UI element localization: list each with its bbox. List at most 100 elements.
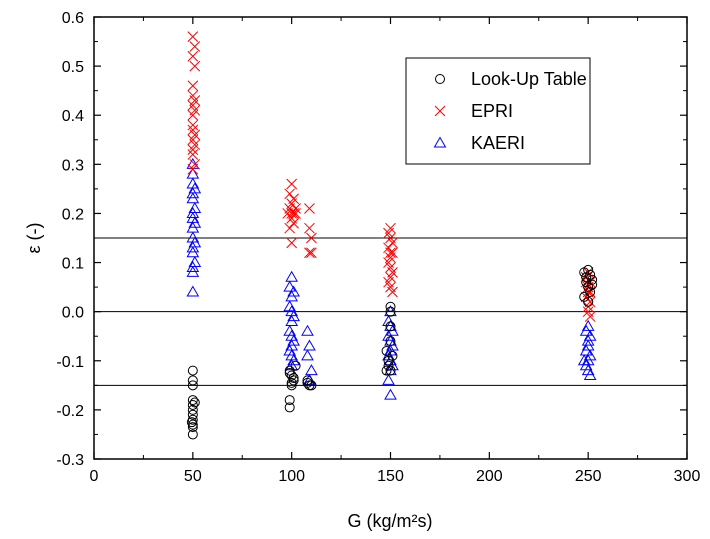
data-point bbox=[285, 359, 299, 371]
data-point bbox=[189, 397, 200, 408]
data-point bbox=[286, 377, 297, 388]
data-point bbox=[186, 260, 200, 272]
data-point bbox=[285, 314, 299, 326]
data-point bbox=[581, 334, 595, 346]
data-point bbox=[287, 310, 301, 322]
data-point bbox=[580, 291, 592, 303]
data-point bbox=[187, 422, 198, 433]
data-point bbox=[186, 241, 200, 253]
data-point bbox=[583, 369, 597, 381]
data-point bbox=[189, 41, 201, 52]
data-point bbox=[287, 334, 301, 346]
data-point bbox=[282, 208, 294, 219]
data-point bbox=[187, 119, 199, 131]
data-point bbox=[385, 365, 396, 376]
data-point bbox=[286, 178, 298, 190]
data-point bbox=[301, 349, 314, 361]
y-tick-label: 0.2 bbox=[62, 206, 84, 223]
data-point bbox=[304, 222, 315, 234]
x-tick-label: 250 bbox=[575, 468, 602, 485]
data-point bbox=[385, 306, 396, 317]
data-point bbox=[287, 285, 301, 297]
data-point bbox=[188, 236, 202, 248]
data-point bbox=[187, 50, 199, 62]
data-point bbox=[579, 291, 590, 302]
data-point bbox=[290, 203, 301, 214]
data-point bbox=[303, 339, 316, 351]
y-tick-label: -0.2 bbox=[56, 403, 84, 420]
data-point bbox=[581, 339, 595, 351]
data-point bbox=[187, 80, 199, 92]
data-point bbox=[186, 192, 200, 204]
data-point bbox=[285, 290, 299, 302]
data-point bbox=[387, 350, 398, 361]
data-point bbox=[306, 247, 317, 259]
data-point bbox=[305, 364, 318, 376]
data-point bbox=[187, 144, 199, 155]
data-point bbox=[585, 287, 596, 298]
data-point bbox=[301, 324, 314, 336]
x-tick-label: 100 bbox=[278, 468, 305, 485]
y-tick-label: 0.3 bbox=[62, 157, 84, 174]
data-point bbox=[285, 270, 299, 282]
data-point bbox=[583, 329, 597, 341]
data-point bbox=[290, 208, 301, 219]
data-point bbox=[385, 247, 396, 259]
data-point bbox=[387, 237, 398, 249]
data-point bbox=[284, 395, 295, 406]
x-tick-label: 300 bbox=[674, 468, 701, 485]
data-point bbox=[187, 404, 198, 415]
data-point bbox=[188, 216, 202, 228]
y-tick-label: 0.6 bbox=[62, 10, 84, 27]
data-point bbox=[187, 365, 198, 376]
data-point bbox=[187, 380, 198, 391]
data-point bbox=[587, 279, 598, 290]
x-tick-label: 50 bbox=[184, 468, 202, 485]
data-point bbox=[284, 222, 296, 234]
x-tick-label: 200 bbox=[476, 468, 503, 485]
y-tick-label: -0.3 bbox=[56, 452, 84, 469]
data-point bbox=[381, 365, 392, 376]
legend-label: EPRI bbox=[471, 101, 513, 121]
legend-marker bbox=[434, 105, 446, 117]
x-axis-label: G (kg/m²s) bbox=[348, 511, 433, 531]
data-point bbox=[302, 377, 313, 388]
data-point bbox=[189, 60, 201, 72]
data-point bbox=[381, 345, 392, 356]
x-tick-label: 150 bbox=[377, 468, 404, 485]
data-point bbox=[186, 285, 200, 297]
data-point bbox=[187, 429, 198, 440]
data-point bbox=[186, 417, 197, 428]
data-point bbox=[286, 237, 298, 249]
data-point bbox=[304, 247, 315, 259]
data-point bbox=[186, 206, 200, 218]
data-point bbox=[186, 187, 200, 199]
data-point bbox=[577, 354, 591, 366]
data-point bbox=[187, 395, 198, 406]
data-point bbox=[581, 364, 595, 376]
legend-label: Look-Up Table bbox=[471, 69, 587, 89]
data-points bbox=[186, 31, 598, 440]
data-point bbox=[288, 217, 299, 229]
data-point bbox=[283, 300, 297, 312]
data-point bbox=[187, 375, 198, 386]
legend-label: KAERI bbox=[471, 133, 525, 153]
data-point bbox=[286, 208, 298, 219]
data-point bbox=[579, 344, 593, 356]
data-point bbox=[584, 311, 596, 322]
data-point bbox=[288, 372, 299, 383]
data-point bbox=[284, 188, 296, 200]
data-point bbox=[387, 286, 398, 298]
data-point bbox=[283, 324, 297, 336]
data-point bbox=[188, 256, 202, 268]
data-point bbox=[188, 202, 202, 214]
y-axis-label: ε (-) bbox=[24, 222, 44, 253]
axis-tick-labels: 0 50 100 150 200 250 300 -0.3 -0.2 -0.1 0.0 0.1 0.2 0… bbox=[56, 10, 700, 485]
data-point bbox=[187, 409, 198, 420]
data-point bbox=[583, 264, 594, 275]
data-point bbox=[284, 402, 295, 413]
y-tick-label: 0.4 bbox=[62, 108, 84, 125]
data-point bbox=[187, 163, 199, 175]
data-point bbox=[382, 373, 395, 385]
